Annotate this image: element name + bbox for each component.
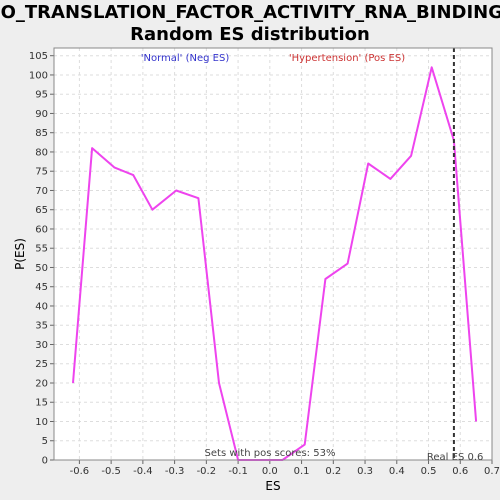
y-tick-label: 95 — [35, 90, 48, 101]
legend-neg-es: 'Normal' (Neg ES) — [141, 53, 230, 64]
x-tick-label: 0.1 — [294, 466, 310, 477]
x-tick-label: 0.3 — [357, 466, 373, 477]
grid-lines — [54, 48, 493, 461]
x-tick-label: -0.5 — [101, 466, 121, 477]
y-tick-label: 90 — [35, 109, 48, 120]
x-tick-label: 0.0 — [262, 466, 278, 477]
x-tick-label: -0.1 — [228, 466, 248, 477]
y-tick-label: 55 — [35, 244, 48, 255]
y-tick-label: 65 — [35, 205, 48, 216]
y-tick-label: 85 — [35, 128, 48, 139]
y-axis-ticks: 0 5 10 15 20 25 30 35 40 45 50 55 60 65 70 75 80 85 90 95 10… — [29, 51, 54, 467]
y-tick-label: 20 — [35, 378, 48, 389]
y-tick-label: 30 — [35, 340, 48, 351]
y-tick-label: 60 — [35, 224, 48, 235]
y-tick-label: 105 — [29, 51, 48, 62]
x-tick-label: -0.4 — [133, 466, 153, 477]
y-tick-label: 35 — [35, 321, 48, 332]
y-tick-label: 70 — [35, 186, 48, 197]
legend-pos-es: 'Hypertension' (Pos ES) — [289, 53, 405, 64]
x-axis-ticks: -0.6 -0.5 -0.4 -0.3 -0.2 -0.1 0.0 0.1 0.2 0.3 0.4 0… — [70, 460, 500, 477]
y-tick-label: 100 — [29, 70, 48, 81]
x-tick-label: 0.5 — [421, 466, 437, 477]
x-axis-label: ES — [265, 479, 280, 493]
plot-border — [53, 47, 493, 461]
plot-area — [54, 48, 492, 460]
y-tick-label: 40 — [35, 301, 48, 312]
y-tick-label: 15 — [35, 398, 48, 409]
chart-title-line2: Random ES distribution — [130, 24, 370, 45]
x-tick-label: 0.2 — [325, 466, 341, 477]
y-tick-label: 5 — [42, 436, 48, 447]
chart-title-line1: GO_TRANSLATION_FACTOR_ACTIVITY_RNA_BINDI… — [0, 2, 500, 23]
y-tick-label: 25 — [35, 359, 48, 370]
pos-scores-annotation: Sets with pos scores: 53% — [205, 448, 336, 459]
x-tick-label: -0.6 — [70, 466, 90, 477]
y-tick-label: 45 — [35, 282, 48, 293]
y-axis-label: P(ES) — [13, 238, 27, 270]
x-tick-label: -0.3 — [165, 466, 185, 477]
y-tick-label: 10 — [35, 417, 48, 428]
x-tick-label: 0.7 — [484, 466, 500, 477]
y-tick-label: 75 — [35, 167, 48, 178]
real-es-label: Real ES 0.6 — [427, 452, 483, 463]
y-tick-label: 80 — [35, 147, 48, 158]
x-tick-label: 0.6 — [452, 466, 468, 477]
x-tick-label: 0.4 — [389, 466, 405, 477]
x-tick-label: -0.2 — [197, 466, 217, 477]
y-tick-label: 50 — [35, 263, 48, 274]
y-tick-label: 0 — [42, 456, 48, 467]
